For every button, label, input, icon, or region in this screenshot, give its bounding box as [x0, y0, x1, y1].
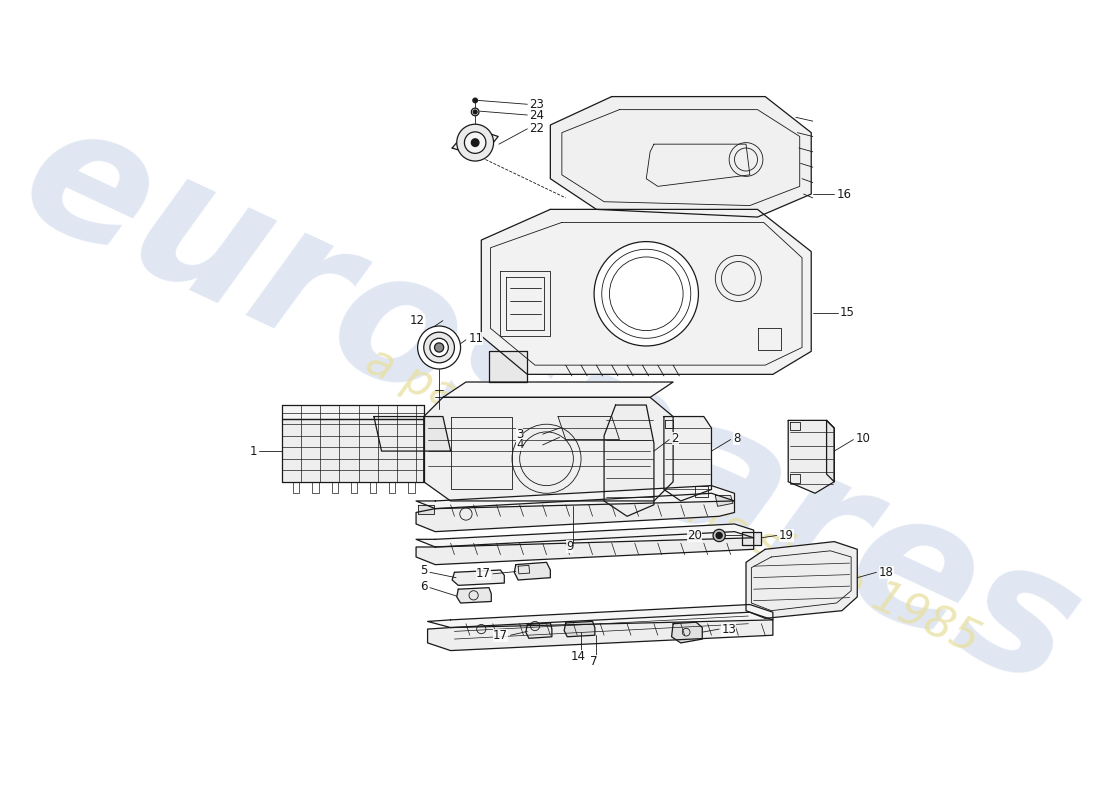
Text: a passion for parts since 1985: a passion for parts since 1985 — [360, 339, 987, 662]
Polygon shape — [416, 486, 735, 509]
Text: 8: 8 — [733, 431, 740, 445]
Text: 15: 15 — [839, 306, 855, 319]
Circle shape — [713, 530, 725, 542]
Polygon shape — [374, 417, 451, 451]
Text: 6: 6 — [420, 580, 428, 593]
Polygon shape — [715, 495, 733, 506]
Text: 18: 18 — [879, 566, 893, 579]
Circle shape — [473, 98, 477, 102]
Polygon shape — [672, 622, 702, 643]
Polygon shape — [452, 570, 504, 586]
Polygon shape — [416, 532, 754, 565]
Polygon shape — [456, 588, 492, 603]
Circle shape — [473, 110, 477, 114]
Circle shape — [716, 533, 723, 538]
Polygon shape — [424, 398, 673, 501]
Text: 7: 7 — [590, 655, 597, 668]
Text: 22: 22 — [529, 122, 543, 135]
Text: 10: 10 — [856, 431, 870, 445]
Polygon shape — [826, 420, 834, 482]
Polygon shape — [604, 405, 653, 516]
Circle shape — [471, 138, 478, 146]
Circle shape — [418, 326, 461, 369]
Polygon shape — [558, 417, 619, 439]
Text: 2: 2 — [672, 431, 679, 445]
Polygon shape — [564, 622, 595, 637]
Polygon shape — [428, 605, 773, 627]
Polygon shape — [789, 420, 834, 494]
Text: 9: 9 — [565, 540, 573, 553]
Circle shape — [434, 343, 443, 352]
Text: 17: 17 — [475, 567, 491, 580]
Circle shape — [430, 338, 449, 357]
Polygon shape — [282, 405, 424, 419]
Text: 12: 12 — [409, 314, 425, 327]
Text: 3: 3 — [516, 428, 524, 441]
Polygon shape — [452, 127, 498, 158]
Circle shape — [594, 242, 698, 346]
Polygon shape — [282, 419, 424, 482]
Polygon shape — [490, 351, 527, 382]
Text: eurospares: eurospares — [0, 84, 1100, 726]
Text: 19: 19 — [779, 529, 794, 542]
Text: 16: 16 — [837, 187, 851, 201]
Circle shape — [464, 132, 486, 154]
Polygon shape — [416, 524, 754, 547]
Circle shape — [456, 124, 494, 161]
Polygon shape — [428, 612, 773, 650]
Circle shape — [471, 108, 478, 116]
Text: 13: 13 — [722, 622, 736, 635]
Text: 4: 4 — [516, 438, 524, 451]
Polygon shape — [482, 210, 811, 374]
Text: 11: 11 — [469, 332, 483, 345]
Text: 20: 20 — [688, 529, 702, 542]
Circle shape — [424, 332, 454, 363]
Polygon shape — [526, 623, 552, 638]
Polygon shape — [550, 97, 811, 217]
Text: 1: 1 — [250, 445, 257, 458]
Polygon shape — [664, 417, 712, 501]
Polygon shape — [746, 542, 857, 618]
Polygon shape — [443, 382, 673, 398]
Polygon shape — [416, 494, 735, 532]
Polygon shape — [515, 562, 550, 580]
Text: 23: 23 — [529, 98, 543, 110]
Text: 5: 5 — [420, 564, 428, 578]
Polygon shape — [742, 532, 761, 545]
Text: 17: 17 — [493, 629, 508, 642]
Text: 24: 24 — [529, 109, 543, 122]
Text: 14: 14 — [571, 650, 585, 663]
Polygon shape — [418, 505, 433, 514]
